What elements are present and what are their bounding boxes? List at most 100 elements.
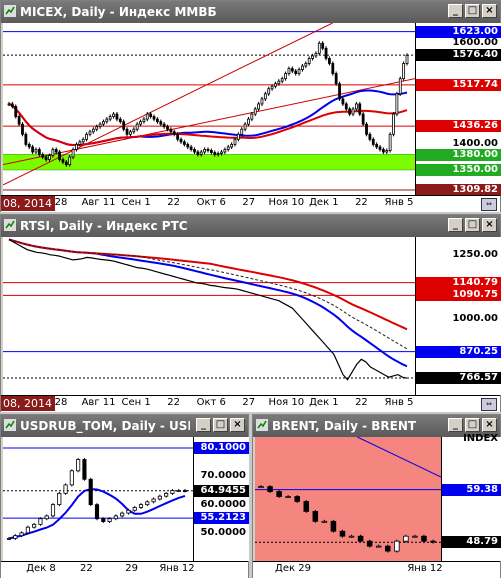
close-button[interactable]: × (482, 418, 497, 432)
candle-body (19, 532, 24, 537)
candle-body (182, 490, 188, 492)
candle-body (365, 123, 368, 135)
ma-red-line (8, 102, 408, 147)
time-label: 22 (167, 197, 181, 208)
time-label: 22 (355, 397, 368, 408)
micex-plot[interactable] (3, 23, 415, 195)
price-label: 1517.74 (416, 78, 501, 91)
candle-body (182, 141, 186, 145)
candle-body (38, 518, 43, 525)
price-label: 1623.00 (416, 25, 501, 38)
micex-window[interactable]: MICEX, Daily - Индекс ММВБ _ □ × 1623.00… (0, 0, 501, 212)
maximize-button[interactable]: □ (465, 418, 480, 432)
usdrub-plot[interactable] (3, 437, 193, 561)
candle-body (115, 113, 119, 120)
candle-body (285, 496, 291, 498)
candle-body (294, 70, 298, 74)
candle-body (402, 63, 406, 80)
candle-body (307, 58, 311, 64)
candle-body (105, 118, 109, 123)
minimize-button[interactable]: _ (448, 4, 463, 18)
candle-body (398, 78, 402, 95)
candle-body (71, 149, 75, 158)
close-button[interactable]: × (482, 4, 497, 18)
candle-body (82, 459, 87, 480)
maximize-button[interactable]: □ (465, 218, 480, 232)
minimize-button[interactable]: _ (196, 418, 211, 432)
candle-body (233, 138, 237, 145)
candle-body (118, 118, 122, 123)
candle-body (24, 133, 28, 145)
candle-body (68, 156, 72, 166)
candle-body (304, 63, 308, 67)
candle-body (303, 501, 310, 512)
time-label: Янв 5 (384, 197, 414, 208)
brent-window[interactable]: BRENT, Daily - BRENT _ □ × INDEX 59.38 48.… (252, 414, 501, 578)
brent-titlebar[interactable]: BRENT, Daily - BRENT _ □ × (253, 415, 500, 437)
candle-body (7, 103, 11, 106)
candle-body (151, 498, 156, 503)
usdrub-titlebar[interactable]: USDRUB_TOM, Daily - USDRUB_ _ □ × (1, 415, 248, 437)
usdrub-window[interactable]: USDRUB_TOM, Daily - USDRUB_ _ □ × 80.100… (0, 414, 249, 578)
price-label: 1000.00 (452, 312, 498, 324)
candle-body (243, 123, 247, 130)
minimize-button[interactable]: _ (448, 218, 463, 232)
trend-channel-line (3, 78, 415, 166)
candle-body (220, 151, 223, 154)
brent-plot[interactable] (255, 437, 441, 561)
candle-body (351, 108, 355, 115)
candle-body (321, 42, 325, 49)
price-label: 1309.82 (416, 184, 501, 197)
rtsi-window[interactable]: RTSI, Daily - Индекс РТС _ □ × 1250.00 11… (0, 214, 501, 412)
chart-scroll-icon[interactable]: ⇔ (481, 398, 497, 411)
candle-body (157, 495, 162, 500)
candle-body (344, 103, 348, 110)
candle-body (149, 113, 153, 117)
support-band (3, 154, 415, 170)
candle-body (206, 149, 210, 151)
price-label: 1576.40 (416, 49, 501, 62)
candle-body (358, 103, 362, 115)
time-label: 28 (54, 397, 68, 408)
candle-body (44, 156, 48, 160)
time-label: 27 (242, 197, 256, 208)
candle-body (375, 144, 379, 148)
close-button[interactable]: × (482, 218, 497, 232)
chart-icon (256, 419, 268, 431)
rtsi-date-box: 08, 2014 (1, 396, 55, 411)
time-label: Дек 29 (275, 563, 311, 574)
maximize-button[interactable]: □ (213, 418, 228, 432)
candle-body (223, 149, 227, 153)
candle-body (125, 128, 129, 135)
chart-scroll-icon[interactable]: ⇔ (481, 198, 497, 211)
candle-body (257, 103, 260, 110)
time-label: Дек 1 (309, 397, 339, 408)
maximize-button[interactable]: □ (465, 4, 480, 18)
candle-body (301, 65, 304, 70)
price-label: 50.0000 (200, 526, 246, 538)
time-label: Дек 8 (26, 563, 56, 574)
close-button[interactable]: × (230, 418, 245, 432)
candle-body (334, 73, 338, 85)
time-label: Авг 11 (81, 197, 116, 208)
candle-body (135, 123, 139, 130)
price-label: 766.57 (416, 372, 501, 385)
micex-titlebar[interactable]: MICEX, Daily - Индекс ММВБ _ □ × (1, 1, 500, 23)
time-label: 29 (125, 563, 139, 574)
time-label: 22 (355, 197, 368, 208)
minimize-button[interactable]: _ (448, 418, 463, 432)
candle-body (101, 518, 106, 522)
time-label: Янв 12 (407, 563, 443, 574)
candle-body (159, 121, 163, 125)
ma-dashed-line (8, 239, 408, 350)
candle-body (240, 128, 244, 135)
candle-body (138, 504, 144, 508)
rtsi-plot[interactable] (3, 237, 415, 395)
candle-body (348, 108, 352, 115)
candle-body (107, 518, 112, 522)
candle-body (166, 126, 169, 130)
rtsi-titlebar[interactable]: RTSI, Daily - Индекс РТС _ □ × (1, 215, 500, 237)
price-label: 48.79 (442, 536, 501, 549)
candle-body (179, 138, 183, 143)
candle-body (331, 63, 335, 74)
